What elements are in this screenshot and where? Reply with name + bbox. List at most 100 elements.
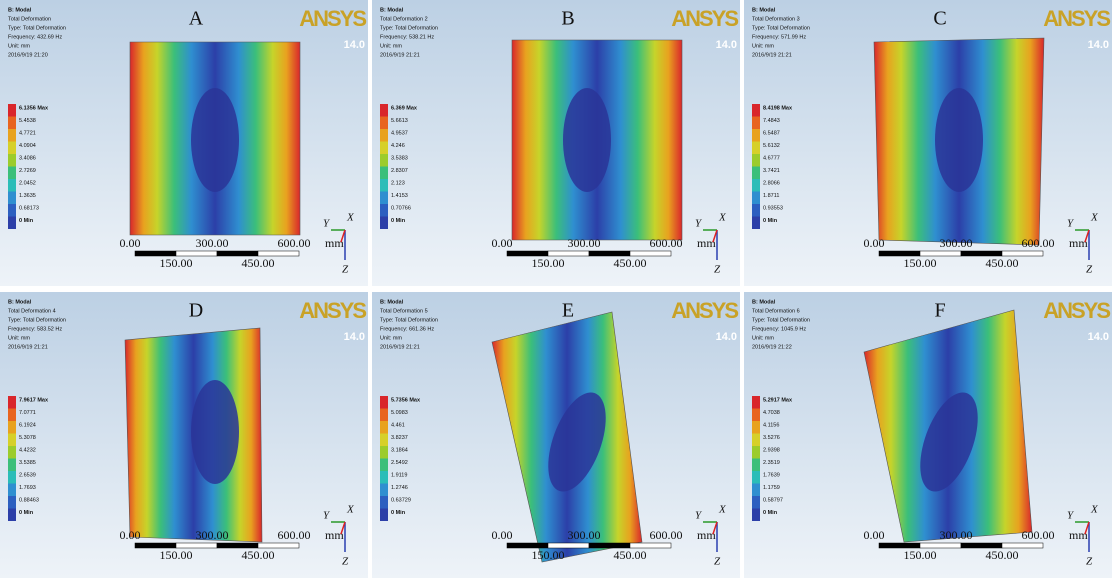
legend-swatch xyxy=(380,104,388,117)
legend-value: 4.246 xyxy=(391,143,405,149)
legend-value: 5.4538 xyxy=(19,118,36,124)
version: 14.0 xyxy=(1088,331,1109,343)
axis-label: X xyxy=(1090,212,1099,224)
legend-swatch xyxy=(8,167,16,180)
scale-unit: mm xyxy=(325,236,344,250)
legend-value: 6.1356 Max xyxy=(19,105,49,111)
legend-value: 4.7721 xyxy=(19,130,36,136)
legend-value: 4.1156 xyxy=(763,422,779,428)
header-line: Total Deformation 3 xyxy=(752,16,800,22)
legend-value: 5.7356 Max xyxy=(391,397,421,403)
legend-value: 1.1759 xyxy=(763,485,780,491)
scale-label: 450.00 xyxy=(242,256,275,270)
legend-value: 5.2917 Max xyxy=(763,397,793,403)
legend-value: 8.4198 Max xyxy=(763,105,793,111)
scale-unit: mm xyxy=(1069,528,1088,542)
legend-swatch xyxy=(752,434,760,447)
header-line: Unit: mm xyxy=(8,43,30,49)
header-title: B: Modal xyxy=(380,7,404,13)
legend-swatch xyxy=(752,471,760,484)
legend-value: 2.123 xyxy=(391,180,405,186)
header-line: Unit: mm xyxy=(8,335,30,341)
scale-label: 450.00 xyxy=(242,548,275,562)
legend-value: 4.9537 xyxy=(391,130,408,136)
header-line: Type: Total Deformation xyxy=(8,317,66,323)
scale-label: 150.00 xyxy=(532,548,565,562)
legend-swatch xyxy=(380,496,388,509)
legend-swatch xyxy=(752,509,760,522)
legend-swatch xyxy=(752,117,760,130)
scale-label: 600.00 xyxy=(650,236,683,250)
legend-value: 3.4086 xyxy=(19,155,36,161)
axis-label: X xyxy=(1090,504,1099,516)
legend-swatch xyxy=(380,192,388,205)
legend-swatch xyxy=(752,179,760,192)
scale-label: 300.00 xyxy=(568,236,601,250)
legend-swatch xyxy=(380,446,388,459)
header-line: 2016/9/19 21:21 xyxy=(380,52,420,58)
header-line: Frequency: 538.21 Hz xyxy=(380,34,434,40)
legend-swatch xyxy=(380,396,388,409)
panel-label: B xyxy=(561,8,574,30)
legend-value: 0.58797 xyxy=(763,497,783,503)
legend-value: 0 Min xyxy=(763,510,778,516)
scale-label: 300.00 xyxy=(940,528,973,542)
legend-swatch xyxy=(8,459,16,472)
ansys-logo: ANSYS xyxy=(299,298,366,323)
scale-label: 0.00 xyxy=(864,528,885,542)
version: 14.0 xyxy=(716,331,737,343)
ansys-logo: ANSYS xyxy=(299,6,366,31)
scale-label: 0.00 xyxy=(492,528,513,542)
scale-label: 600.00 xyxy=(278,236,311,250)
header-line: Unit: mm xyxy=(752,335,774,341)
legend-swatch xyxy=(380,471,388,484)
legend-value: 0 Min xyxy=(391,218,406,224)
model-hub xyxy=(563,88,611,192)
header-line: Type: Total Deformation xyxy=(8,25,66,31)
scale-label: 150.00 xyxy=(532,256,565,270)
scale-label: 600.00 xyxy=(650,528,683,542)
legend-swatch xyxy=(752,409,760,422)
scale-label: 150.00 xyxy=(904,548,937,562)
legend-value: 1.8711 xyxy=(763,193,779,199)
legend-swatch xyxy=(752,484,760,497)
header-line: Unit: mm xyxy=(752,43,774,49)
panel-label: D xyxy=(189,300,203,322)
legend-swatch xyxy=(380,179,388,192)
legend-swatch xyxy=(8,471,16,484)
legend-value: 3.5383 xyxy=(391,155,408,161)
legend-value: 0 Min xyxy=(19,510,34,516)
legend-swatch xyxy=(8,117,16,130)
scale-label: 300.00 xyxy=(940,236,973,250)
legend-swatch xyxy=(8,409,16,422)
scale-label: 600.00 xyxy=(1022,236,1055,250)
scale-label: 0.00 xyxy=(120,528,141,542)
model-hub xyxy=(935,88,983,192)
legend-swatch xyxy=(8,179,16,192)
legend-swatch xyxy=(752,217,760,230)
scale-label: 600.00 xyxy=(278,528,311,542)
legend-swatch xyxy=(752,446,760,459)
axis-label: Z xyxy=(342,264,349,276)
legend-value: 5.0983 xyxy=(391,410,408,416)
axis-label: X xyxy=(718,504,727,516)
scale-label: 300.00 xyxy=(196,236,229,250)
legend-value: 1.9119 xyxy=(391,472,407,478)
header-line: Frequency: 432.69 Hz xyxy=(8,34,62,40)
header-line: Type: Total Deformation xyxy=(380,317,438,323)
legend-swatch xyxy=(752,104,760,117)
panel-label: F xyxy=(934,300,945,322)
scale-label: 450.00 xyxy=(614,256,647,270)
scale-label: 150.00 xyxy=(160,548,193,562)
legend-value: 3.5276 xyxy=(763,435,780,441)
legend-swatch xyxy=(380,459,388,472)
header-title: B: Modal xyxy=(8,299,32,305)
legend-swatch xyxy=(8,217,16,230)
header-line: Type: Total Deformation xyxy=(752,317,810,323)
header-line: Type: Total Deformation xyxy=(380,25,438,31)
legend-swatch xyxy=(752,421,760,434)
legend-value: 0.88463 xyxy=(19,497,39,503)
